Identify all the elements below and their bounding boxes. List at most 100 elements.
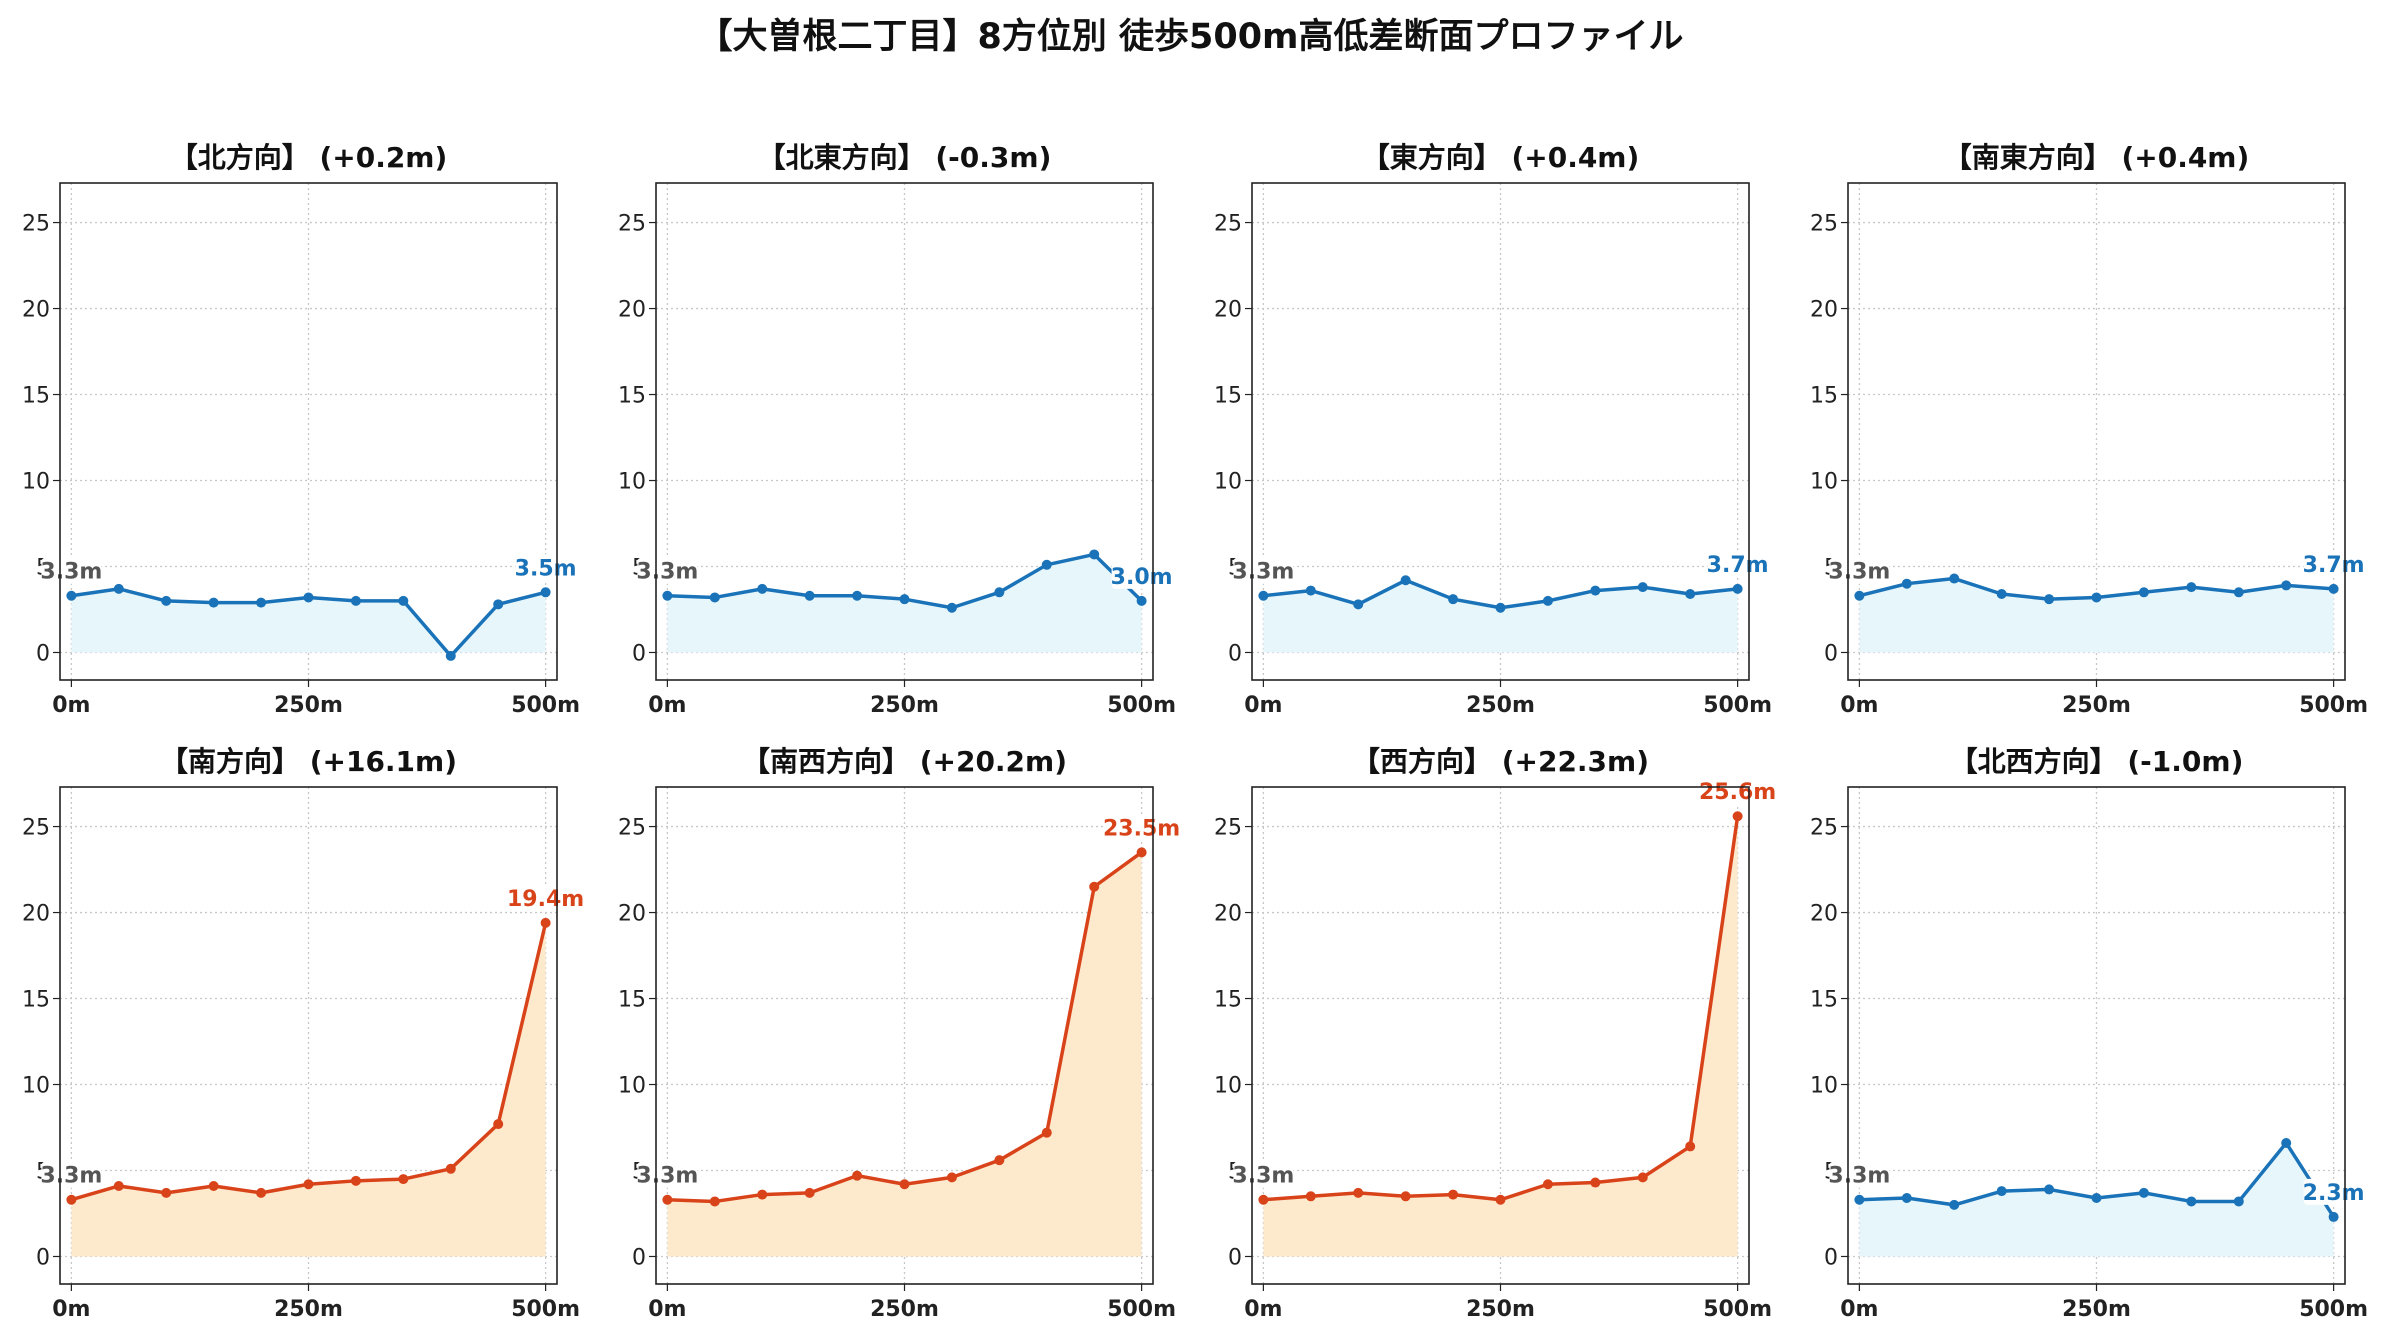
end-label-bg (515, 554, 576, 581)
data-point (2186, 1196, 2197, 1207)
data-point (2281, 1137, 2292, 1148)
data-point (804, 590, 815, 601)
data-point (1258, 1194, 1269, 1205)
data-point (2091, 1193, 2102, 1204)
data-point (2233, 1196, 2244, 1207)
data-point (1854, 1194, 1865, 1205)
data-point (946, 602, 957, 613)
panel-1: 【北方向】 (+0.2m)05101520250m250m500m3.3m3.5… (22, 141, 580, 718)
data-point (1542, 595, 1553, 606)
area-fill (667, 852, 1142, 1257)
x-tick-label: 250m (274, 693, 343, 718)
data-point (1996, 589, 2007, 600)
start-label: 3.3m (1232, 1164, 1294, 1189)
data-point (1949, 1199, 1960, 1210)
data-point (662, 1194, 673, 1205)
start-label: 3.3m (40, 560, 102, 585)
y-tick-label: 20 (22, 902, 50, 927)
data-point (2044, 594, 2055, 605)
data-point (1732, 583, 1743, 594)
data-point (398, 1174, 409, 1185)
y-tick-label: 10 (1214, 1074, 1242, 1099)
axes-frame (1251, 182, 1750, 681)
axes-frame (655, 182, 1154, 681)
end-label: 23.5m (1103, 816, 1180, 841)
panel-title: 【南東方向】 (+0.4m) (1944, 141, 2250, 174)
y-tick-label: 10 (1214, 470, 1242, 495)
data-point (1089, 881, 1100, 892)
start-label-bg (637, 557, 698, 584)
start-label-bg (1829, 1161, 1890, 1188)
data-point (1400, 1191, 1411, 1202)
data-point (1448, 1189, 1459, 1200)
end-label-bg (2303, 1178, 2364, 1205)
data-point (66, 590, 77, 601)
y-tick-label: 10 (1810, 470, 1838, 495)
area-fill (1263, 816, 1738, 1257)
data-point (994, 1155, 1005, 1166)
y-tick-label: 10 (618, 470, 646, 495)
x-tick-label: 250m (870, 693, 939, 718)
x-tick-label: 250m (1466, 1297, 1535, 1322)
y-tick-label: 20 (1810, 298, 1838, 323)
data-point (66, 1194, 77, 1205)
end-label-bg (509, 884, 583, 911)
data-point (350, 1175, 361, 1186)
panel-title: 【西方向】 (+22.3m) (1352, 745, 1649, 778)
data-point (1089, 549, 1100, 560)
panel-6: 【南西方向】 (+20.2m)05101520250m250m500m3.3m2… (618, 745, 1180, 1322)
end-label-bg (1111, 562, 1172, 589)
axes-frame (655, 786, 1154, 1285)
data-point (493, 1119, 504, 1130)
data-point (161, 1187, 172, 1198)
x-tick-label: 250m (2062, 1297, 2131, 1322)
panel-7: 【西方向】 (+22.3m)05101520250m250m500m3.3m25… (1214, 745, 1776, 1322)
data-point (2186, 582, 2197, 593)
y-tick-label: 10 (22, 1074, 50, 1099)
end-label: 19.4m (507, 887, 584, 912)
x-tick-label: 500m (511, 1297, 580, 1322)
y-tick-label: 20 (618, 298, 646, 323)
x-tick-label: 250m (1466, 693, 1535, 718)
y-tick-label: 20 (1214, 298, 1242, 323)
y-tick-label: 20 (1810, 902, 1838, 927)
data-point (1685, 1141, 1696, 1152)
y-tick-label: 25 (618, 212, 646, 237)
data-point (1258, 590, 1269, 601)
data-point (256, 597, 267, 608)
panel-2: 【北東方向】 (-0.3m)05101520250m250m500m3.3m3.… (618, 141, 1176, 718)
x-tick-label: 500m (1703, 1297, 1772, 1322)
axes-frame (59, 786, 558, 1285)
x-tick-label: 0m (648, 1297, 686, 1322)
y-tick-label: 0 (1228, 641, 1242, 666)
start-label-bg (1829, 557, 1890, 584)
y-tick-label: 15 (1810, 384, 1838, 409)
area-fill (1859, 578, 2334, 653)
y-tick-label: 20 (22, 298, 50, 323)
data-point (1637, 1172, 1648, 1183)
data-point (2281, 580, 2292, 591)
y-tick-label: 0 (1824, 1245, 1838, 1270)
start-label: 3.3m (1232, 560, 1294, 585)
y-tick-label: 25 (1214, 212, 1242, 237)
data-point (1041, 1127, 1052, 1138)
y-tick-label: 15 (22, 384, 50, 409)
y-tick-label: 0 (1228, 1245, 1242, 1270)
x-tick-label: 0m (1840, 693, 1878, 718)
x-tick-label: 500m (2299, 693, 2368, 718)
x-tick-label: 0m (1244, 693, 1282, 718)
start-label-bg (637, 1161, 698, 1188)
data-point (804, 1187, 815, 1198)
x-tick-label: 250m (870, 1297, 939, 1322)
y-tick-label: 20 (618, 902, 646, 927)
x-tick-label: 0m (52, 693, 90, 718)
data-point (113, 583, 124, 594)
y-tick-label: 25 (22, 816, 50, 841)
data-point (2233, 587, 2244, 598)
area-fill (71, 588, 546, 656)
x-tick-label: 500m (1703, 693, 1772, 718)
area-fill (71, 922, 546, 1257)
end-label: 25.6m (1699, 780, 1776, 805)
x-tick-label: 0m (52, 1297, 90, 1322)
